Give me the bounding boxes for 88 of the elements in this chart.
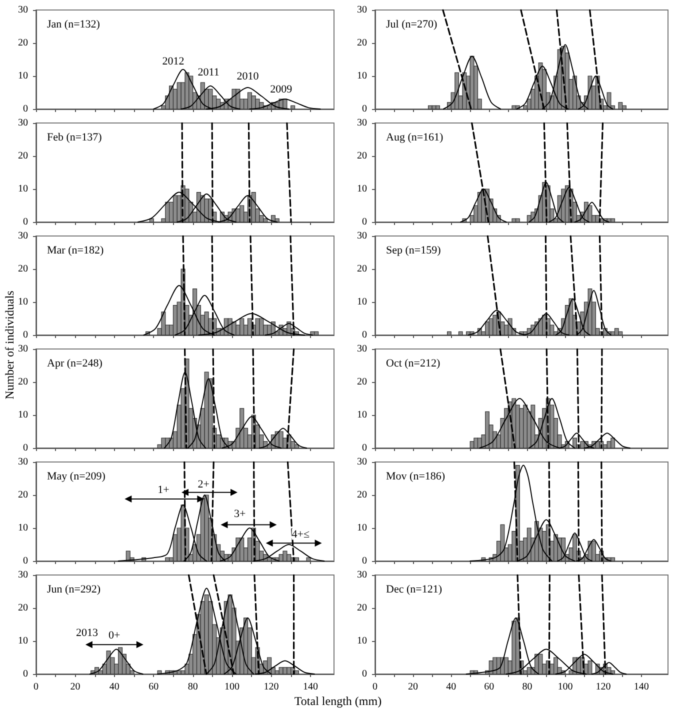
y-tick-label: 20	[18, 490, 28, 500]
y-tick-label: 10	[18, 184, 28, 194]
y-tick-label: 20	[18, 376, 28, 388]
y-tick-label: 20	[18, 264, 28, 274]
y-tick-label: 0	[23, 330, 28, 340]
x-tick-label: 40	[109, 682, 120, 692]
text: Apr (n=248)	[47, 358, 103, 370]
y-axis-title: Number of individuals	[2, 290, 18, 400]
y-tick-label: 10	[357, 636, 367, 646]
x-tick-label: 60	[148, 682, 159, 692]
y-tick-label: 30	[18, 230, 28, 242]
y-tick-label: 0	[23, 104, 28, 114]
y-tick-label: 20	[18, 150, 28, 162]
annotation: 2013	[76, 627, 98, 640]
x-tick-label: 40	[446, 682, 456, 692]
y-tick-label: 0	[362, 216, 367, 228]
annotation: 1+	[158, 484, 170, 496]
y-tick-label: 0	[23, 442, 28, 454]
x-tick-label: 120	[596, 682, 611, 692]
text: Jan (n=132)	[47, 18, 100, 30]
y-tick-label: 20	[357, 602, 367, 614]
annotation: 2012	[162, 55, 184, 68]
y-tick-label: 30	[18, 344, 28, 354]
annotation: 0+	[108, 629, 120, 642]
y-tick-label: 30	[357, 4, 367, 16]
y-tick-label: 20	[357, 490, 367, 500]
y-tick-label: 30	[18, 570, 28, 580]
y-tick-label: 0	[362, 668, 367, 680]
x-tick-label: 20	[70, 682, 80, 692]
x-tick-label: 60	[484, 682, 494, 692]
y-tick-label: 20	[357, 150, 367, 162]
x-tick-label: 20	[408, 682, 418, 692]
text: Dec (n=121)	[386, 584, 442, 596]
text: Jul (n=270)	[386, 18, 438, 30]
y-tick-label: 10	[18, 70, 28, 82]
text: Mov (n=186)	[386, 470, 446, 482]
y-tick-label: 0	[23, 668, 28, 680]
y-tick-label: 20	[18, 602, 28, 614]
y-tick-label: 30	[357, 118, 367, 128]
y-tick-label: 10	[18, 522, 28, 534]
text: Feb (n=137)	[47, 132, 102, 144]
y-tick-label: 30	[18, 456, 28, 468]
y-tick-label: 10	[18, 296, 28, 308]
y-tick-label: 0	[23, 556, 28, 566]
x-tick-label: 140	[302, 682, 318, 692]
text: Sep (n=159)	[386, 244, 442, 256]
y-tick-label: 30	[357, 344, 367, 354]
y-tick-label: 20	[357, 264, 367, 274]
y-tick-label: 20	[357, 38, 367, 48]
text: Oct (n=212)	[386, 358, 440, 370]
annotation: 2011	[198, 66, 220, 79]
annotation: 4+≤	[292, 528, 310, 540]
y-tick-label: 10	[357, 410, 367, 420]
y-tick-label: 10	[357, 296, 367, 308]
x-tick-label: 140	[634, 682, 649, 692]
x-tick-label: 120	[264, 682, 279, 692]
y-tick-label: 0	[362, 556, 367, 566]
y-tick-label: 0	[362, 442, 367, 454]
y-tick-label: 10	[357, 522, 367, 534]
y-tick-label: 10	[357, 70, 367, 82]
y-tick-label: 10	[18, 636, 28, 646]
y-tick-label: 20	[357, 376, 367, 388]
y-tick-label: 0	[362, 104, 367, 114]
x-tick-label: 80	[188, 682, 198, 692]
annotation: 2010	[236, 70, 260, 83]
x-tick-label: 0	[372, 682, 378, 692]
y-tick-label: 0	[23, 216, 28, 228]
text: Jun (n=292)	[47, 584, 101, 596]
text: Mar (n=182)	[47, 244, 104, 256]
annotation: 2+	[198, 478, 210, 490]
annotation: 2009	[270, 84, 293, 96]
y-tick-label: 30	[18, 118, 28, 128]
x-tick-label: 80	[522, 682, 532, 692]
x-tick-label: 100	[558, 682, 573, 692]
y-tick-label: 30	[357, 230, 367, 242]
y-tick-label: 30	[357, 456, 367, 468]
y-tick-label: 30	[18, 4, 28, 16]
y-tick-label: 10	[357, 184, 367, 194]
y-tick-label: 10	[18, 410, 28, 420]
text: May (n=209)	[47, 470, 106, 482]
y-tick-label: 20	[18, 38, 28, 48]
text: Aug (n=161)	[386, 132, 444, 144]
annotation: 3+	[234, 508, 246, 520]
x-tick-label: 0	[34, 682, 38, 692]
x-tick-label: 100	[224, 682, 240, 692]
y-tick-label: 0	[362, 330, 367, 340]
y-tick-label: 30	[357, 570, 367, 580]
x-axis-title: Total length (mm)	[294, 694, 382, 709]
